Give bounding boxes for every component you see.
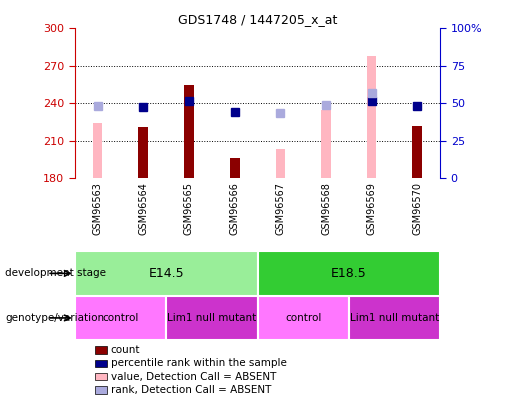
Text: E14.5: E14.5 <box>148 267 184 280</box>
Text: rank, Detection Call = ABSENT: rank, Detection Call = ABSENT <box>111 385 271 395</box>
Text: GSM96564: GSM96564 <box>138 182 148 235</box>
Text: E18.5: E18.5 <box>331 267 367 280</box>
Bar <box>75 251 258 296</box>
Text: Lim1 null mutant: Lim1 null mutant <box>350 313 439 323</box>
Bar <box>258 251 440 296</box>
Bar <box>75 296 166 340</box>
Bar <box>276 149 285 178</box>
Text: GSM96570: GSM96570 <box>413 182 422 235</box>
Text: GSM96569: GSM96569 <box>367 182 377 235</box>
Text: development stage: development stage <box>5 269 106 278</box>
Text: GSM96565: GSM96565 <box>184 182 194 235</box>
Text: control: control <box>102 313 139 323</box>
Text: genotype/variation: genotype/variation <box>5 313 104 323</box>
Text: percentile rank within the sample: percentile rank within the sample <box>111 358 287 368</box>
Bar <box>166 296 258 340</box>
Text: GSM96566: GSM96566 <box>230 182 239 235</box>
Title: GDS1748 / 1447205_x_at: GDS1748 / 1447205_x_at <box>178 13 337 26</box>
Text: GSM96567: GSM96567 <box>276 182 285 235</box>
Bar <box>184 85 194 178</box>
Bar <box>230 158 239 178</box>
Text: GSM96563: GSM96563 <box>93 182 102 235</box>
Bar <box>93 123 102 178</box>
Bar <box>321 109 331 178</box>
Bar <box>413 126 422 178</box>
Text: Lim1 null mutant: Lim1 null mutant <box>167 313 256 323</box>
Bar <box>349 296 440 340</box>
Bar <box>258 296 349 340</box>
Text: value, Detection Call = ABSENT: value, Detection Call = ABSENT <box>111 372 276 382</box>
Text: control: control <box>285 313 321 323</box>
Text: GSM96568: GSM96568 <box>321 182 331 235</box>
Bar <box>138 127 148 178</box>
Text: count: count <box>111 345 140 355</box>
Bar <box>367 56 376 178</box>
